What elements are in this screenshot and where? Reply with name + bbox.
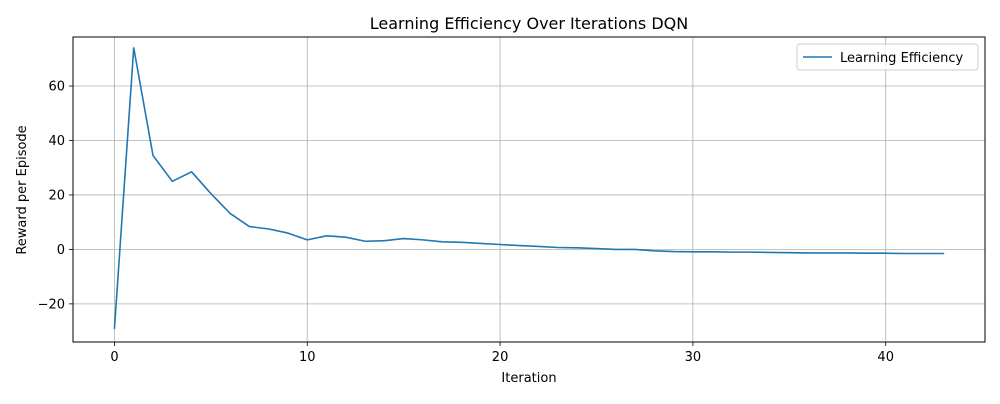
plot-frame bbox=[72, 36, 986, 343]
y-tick-label: 60 bbox=[48, 80, 65, 95]
y-tick-label: 0 bbox=[57, 243, 65, 258]
y-tick-label: 40 bbox=[48, 134, 65, 149]
y-axis-label: Reward per Episode bbox=[15, 125, 30, 254]
y-tick-label: 20 bbox=[48, 188, 65, 203]
series-layer bbox=[113, 47, 945, 330]
series-line bbox=[113, 47, 945, 330]
x-tick-label: 40 bbox=[877, 350, 894, 365]
x-axis: 0 10 20 30 40 bbox=[110, 342, 894, 365]
chart-title: Learning Efficiency Over Iterations DQN bbox=[370, 14, 688, 33]
legend: Learning Efficiency bbox=[796, 43, 979, 71]
x-tick-label: 10 bbox=[299, 350, 316, 365]
x-axis-label: Iteration bbox=[501, 371, 556, 386]
x-tick-label: 20 bbox=[492, 350, 509, 365]
grid bbox=[73, 37, 985, 342]
legend-label: Learning Efficiency bbox=[840, 51, 963, 66]
y-tick-label: −20 bbox=[38, 297, 65, 312]
x-tick-label: 0 bbox=[110, 350, 118, 365]
x-tick-label: 30 bbox=[685, 350, 702, 365]
legend-box bbox=[796, 43, 979, 71]
y-axis: −20 0 20 40 60 bbox=[38, 80, 73, 312]
